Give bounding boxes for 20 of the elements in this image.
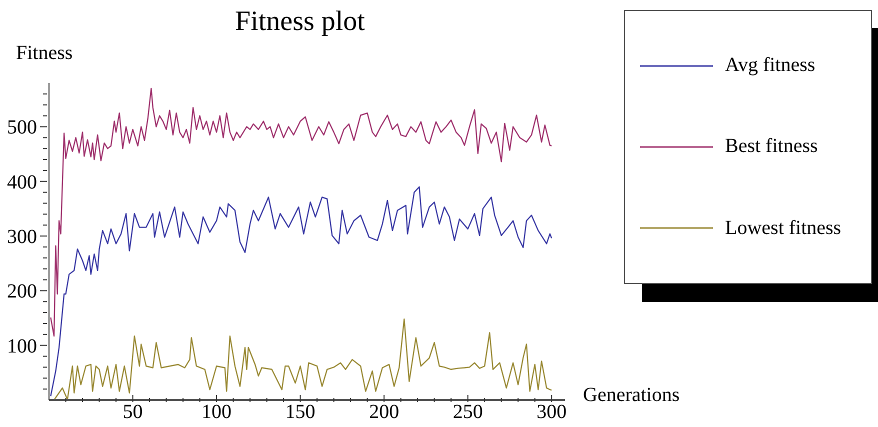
line-series: [53, 318, 552, 400]
y-tick-label: 100: [7, 335, 37, 358]
legend-label: Lowest fitness: [725, 216, 842, 240]
x-tick-label: 300: [536, 401, 567, 423]
legend-label: Best fitness: [725, 135, 818, 158]
x-tick-label: 50: [122, 401, 143, 423]
x-tick-label: 250: [452, 401, 483, 423]
x-tick-label: 150: [285, 401, 316, 423]
x-tick-label: 200: [369, 401, 400, 423]
line-series: [50, 186, 552, 397]
y-tick-label: 400: [7, 171, 37, 194]
x-axis-title: Generations: [583, 384, 680, 407]
y-tick-label: 500: [7, 116, 37, 139]
y-tick-label: 300: [7, 226, 37, 248]
legend-label: Avg fitness: [725, 54, 816, 78]
y-axis-title: Fitness: [16, 42, 73, 65]
x-tick-label: 100: [202, 401, 232, 423]
line-series: [50, 88, 552, 337]
chart-title: Fitness plot: [235, 6, 365, 37]
y-tick-label: 200: [7, 280, 37, 303]
